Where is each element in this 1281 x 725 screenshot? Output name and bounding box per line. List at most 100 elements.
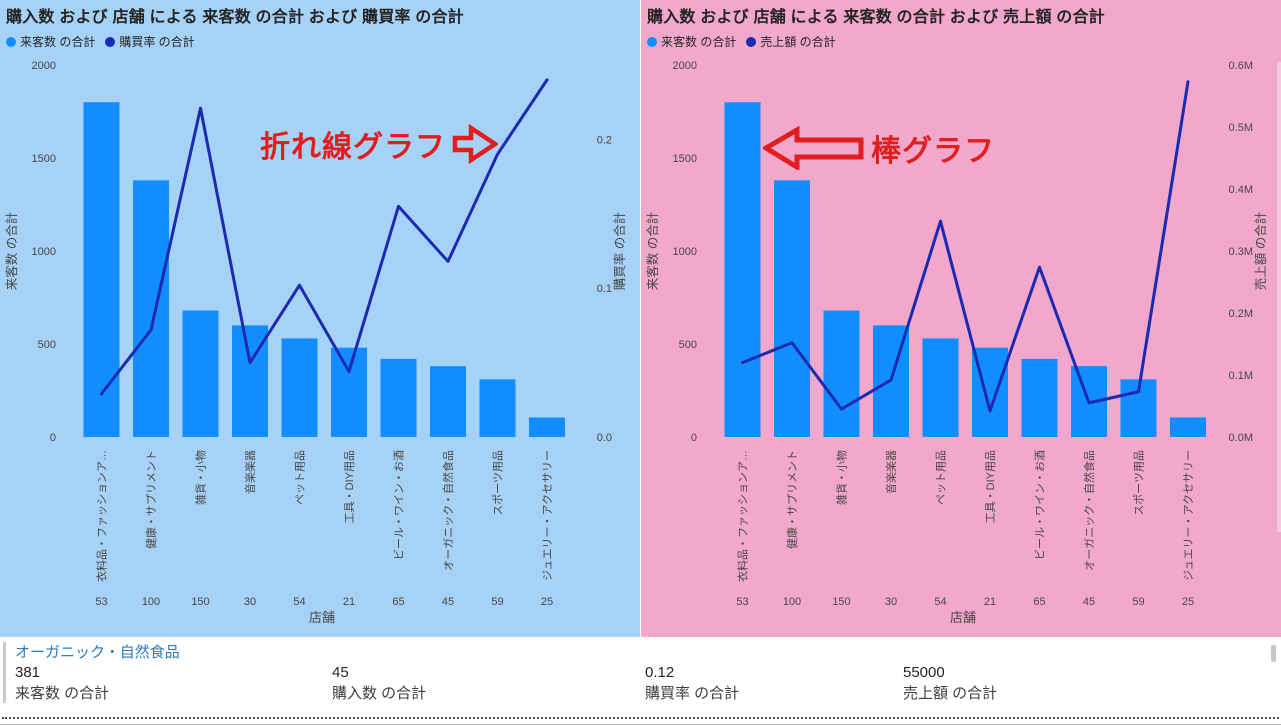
category-label: 健康・サプリメント — [785, 450, 799, 549]
category-label: オーガニック・自然食品 — [441, 450, 455, 571]
axis-tick-label: 0.1 — [597, 283, 612, 295]
summary-card-visitors: 381 来客数 の合計 — [15, 662, 109, 704]
legend-item-sales[interactable]: 売上額 の合計 — [746, 33, 836, 50]
legend: 来客数 の合計 購買率 の合計 — [6, 33, 195, 50]
line-series[interactable] — [100, 78, 549, 396]
axis-tick-label: 0.3M — [1229, 246, 1253, 258]
axis-tick-label: 500 — [679, 339, 697, 351]
left-arrow-icon — [763, 126, 864, 170]
category-label: スポーツ用品 — [492, 450, 505, 516]
summary-card-purchase-rate: 0.12 購買率 の合計 — [645, 662, 739, 704]
summary-focus-dotted-border — [2, 717, 1279, 719]
chart-scrollbar-track[interactable] — [1277, 62, 1281, 532]
category-label: ビール・ワイン・お酒 — [393, 450, 406, 560]
annotation-line-chart: 折れ線グラフ — [260, 122, 498, 166]
left-axis-title: 来客数 の合計 — [4, 212, 19, 290]
summary-table: オーガニック・自然食品 381 来客数 の合計 45 購入数 の合計 0.12 … — [0, 637, 1281, 724]
axis-tick-label: 0.5M — [1229, 122, 1253, 134]
annotation-bar-chart: 棒グラフ — [763, 126, 995, 170]
legend: 来客数 の合計 売上額 の合計 — [647, 33, 836, 50]
annotation-text: 棒グラフ — [871, 135, 995, 168]
bar-5[interactable] — [331, 347, 367, 437]
category-label: ペット用品 — [935, 450, 948, 505]
category-label: オーガニック・自然食品 — [1082, 450, 1096, 571]
bar-1[interactable] — [774, 180, 810, 437]
axis-tick-label: 0.6M — [1229, 60, 1253, 72]
bar-6[interactable] — [1021, 358, 1058, 437]
line-series[interactable] — [741, 80, 1190, 413]
category-label: ジュエリー・アクセサリー — [1182, 450, 1195, 581]
category-label: 雑貨・小物 — [194, 450, 208, 505]
bar-9[interactable] — [1170, 417, 1206, 437]
purchase-count-label: 53 — [736, 596, 748, 608]
bar-0[interactable] — [83, 102, 120, 437]
axis-tick-label: 2000 — [673, 60, 697, 72]
axis-tick-label: 2000 — [32, 60, 56, 72]
summary-card-purchases: 45 購入数 の合計 — [332, 662, 426, 704]
bar-1[interactable] — [133, 180, 169, 437]
purchase-count-label: 25 — [1182, 596, 1194, 608]
bar-6[interactable] — [380, 358, 417, 437]
visual-combo-chart-sales: 購入数 および 店舗 による 来客数 の合計 および 売上額 の合計 来客数 の… — [641, 0, 1281, 637]
category-label: ジュエリー・アクセサリー — [541, 450, 554, 581]
axis-tick-label: 0 — [691, 432, 697, 444]
category-label: 健康・サプリメント — [144, 450, 158, 549]
axis-tick-label: 0.1M — [1229, 370, 1253, 382]
summary-label: 購入数 の合計 — [332, 685, 427, 702]
axis-tick-label: 0.2 — [597, 134, 612, 146]
axis-tick-label: 1500 — [32, 153, 56, 165]
x-axis-title: 店舗 — [950, 610, 976, 625]
bar-4[interactable] — [922, 338, 959, 437]
purchase-count-label: 21 — [984, 596, 996, 608]
legend-item-visitors[interactable]: 来客数 の合計 — [647, 33, 736, 50]
axis-tick-label: 0.0M — [1229, 432, 1253, 444]
axis-tick-label: 0.4M — [1229, 184, 1253, 196]
right-arrow-icon — [452, 123, 498, 165]
purchase-count-label: 100 — [783, 596, 801, 608]
summary-label: 購買率 の合計 — [645, 685, 740, 702]
purchase-count-label: 65 — [1033, 596, 1045, 608]
purchase-count-label: 150 — [832, 596, 850, 608]
summary-right-scrollbar-thumb[interactable] — [1271, 645, 1276, 662]
purchase-count-label: 30 — [244, 596, 256, 608]
purchase-count-label: 21 — [343, 596, 355, 608]
legend-label: 購買率 の合計 — [119, 35, 195, 49]
purchase-count-label: 25 — [541, 596, 553, 608]
summary-value: 381 — [15, 664, 41, 681]
bar-9[interactable] — [529, 417, 565, 437]
axis-tick-label: 0.0 — [597, 432, 612, 444]
bar-8[interactable] — [479, 379, 516, 437]
category-label: 音楽楽器 — [884, 450, 898, 494]
left-axis-title: 来客数 の合計 — [645, 212, 660, 290]
summary-left-scrollbar[interactable] — [3, 642, 6, 703]
purchase-count-label: 53 — [95, 596, 107, 608]
legend-label: 来客数 の合計 — [661, 35, 737, 49]
summary-label: 来客数 の合計 — [15, 685, 110, 702]
right-axis-title: 売上額 の合計 — [1253, 212, 1268, 290]
purchase-count-label: 65 — [392, 596, 404, 608]
purchase-count-label: 150 — [191, 596, 209, 608]
purchase-count-label: 59 — [491, 596, 503, 608]
bar-2[interactable] — [823, 310, 860, 437]
category-label: 衣料品・ファッションア… — [95, 450, 109, 582]
purchase-count-label: 54 — [934, 596, 946, 608]
bar-4[interactable] — [281, 338, 318, 437]
bar-7[interactable] — [430, 366, 466, 437]
combo-chart-plot-left: 0 500 1000 1500 2000 来客数 の合計 0.2 0.1 0.0 購買率 の合計衣… — [4, 60, 627, 625]
category-label: 雑貨・小物 — [835, 450, 849, 505]
legend-item-visitors[interactable]: 来客数 の合計 — [6, 33, 95, 50]
purchase-count-label: 45 — [1083, 596, 1095, 608]
category-label: ペット用品 — [294, 450, 307, 505]
category-label: 音楽楽器 — [243, 450, 257, 494]
legend-dot-line-series — [746, 36, 757, 47]
bar-2[interactable] — [182, 310, 219, 437]
bar-0[interactable] — [724, 102, 761, 437]
axis-tick-label: 1000 — [32, 246, 56, 258]
purchase-count-label: 45 — [442, 596, 454, 608]
legend-item-purchase-rate[interactable]: 購買率 の合計 — [105, 33, 195, 50]
axis-tick-label: 1000 — [673, 246, 697, 258]
purchase-count-label: 54 — [293, 596, 305, 608]
summary-category-link[interactable]: オーガニック・自然食品 — [15, 644, 180, 661]
summary-card-sales: 55000 売上額 の合計 — [903, 662, 997, 704]
